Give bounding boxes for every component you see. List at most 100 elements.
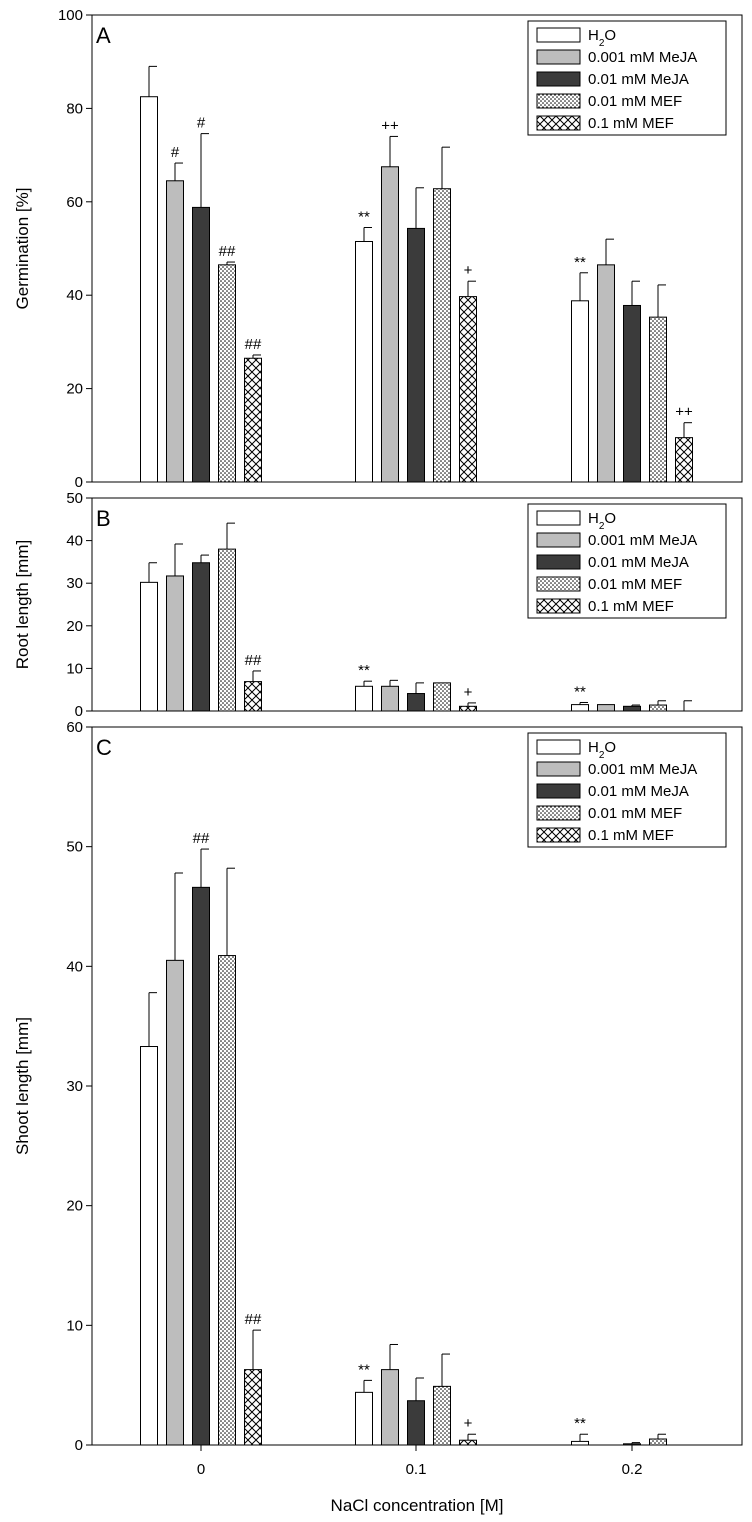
y-tick-label: 60	[66, 719, 83, 736]
y-tick-label: 60	[66, 194, 83, 211]
significance-mark: ##	[245, 1311, 262, 1328]
x-tick-label: 0.2	[622, 1461, 643, 1478]
bar	[166, 959, 184, 1446]
panel-letter: A	[96, 23, 111, 48]
y-tick-label: 100	[58, 7, 83, 24]
legend-swatch	[536, 783, 581, 799]
significance-mark: **	[574, 1415, 586, 1432]
significance-mark: **	[358, 208, 370, 225]
bar	[381, 685, 399, 712]
bar	[244, 1369, 262, 1446]
bar	[623, 1443, 641, 1446]
y-tick-label: 20	[66, 381, 83, 398]
panel-letter: C	[96, 735, 112, 760]
y-tick-label: 80	[66, 100, 83, 117]
legend-label: 0.01 mM MeJA	[588, 783, 689, 800]
bar	[192, 562, 210, 712]
bar	[623, 705, 641, 712]
legend-swatch	[536, 554, 581, 570]
bar	[407, 693, 425, 712]
bar	[433, 682, 451, 712]
legend-swatch	[536, 576, 581, 592]
bar	[459, 705, 477, 712]
legend-label: 0.1 mM MEF	[588, 598, 674, 615]
legend-swatch	[536, 598, 581, 614]
bar	[244, 681, 262, 712]
x-axis-label: NaCl concentration [M]	[331, 1496, 504, 1515]
bar	[433, 1385, 451, 1446]
legend-label: H2O	[588, 739, 616, 761]
significance-mark: #	[171, 144, 180, 161]
bar	[623, 304, 641, 483]
bar	[407, 1400, 425, 1446]
legend-swatch	[536, 93, 581, 109]
y-tick-label: 50	[66, 839, 83, 856]
bar	[355, 240, 373, 483]
bar	[140, 96, 158, 483]
bar	[218, 264, 236, 483]
bar	[675, 437, 693, 483]
bar	[459, 296, 477, 483]
bar	[571, 1440, 589, 1446]
y-axis-label: Germination [%]	[13, 188, 32, 310]
y-tick-label: 20	[66, 618, 83, 635]
significance-mark: +	[464, 262, 473, 279]
y-tick-label: 50	[66, 490, 83, 507]
bar	[433, 188, 451, 483]
legend-swatch	[536, 761, 581, 777]
chart-panel-C: C 0 10 20 30 40 50 60 Shoot length [mm] ** ** ## ## +…	[13, 719, 743, 1515]
legend-label: 0.1 mM MEF	[588, 827, 674, 844]
legend-label: 0.01 mM MEF	[588, 576, 682, 593]
legend-swatch	[536, 115, 581, 131]
significance-mark: **	[574, 683, 586, 700]
significance-mark: ++	[675, 404, 693, 421]
legend-swatch	[536, 532, 581, 548]
bar	[381, 166, 399, 483]
significance-mark: +	[464, 684, 473, 701]
bar	[649, 1438, 667, 1446]
bar	[140, 581, 158, 712]
y-axis-label: Shoot length [mm]	[13, 1017, 32, 1155]
legend-swatch	[536, 510, 581, 526]
y-tick-label: 40	[66, 958, 83, 975]
significance-mark: **	[358, 662, 370, 679]
legend-swatch	[536, 49, 581, 65]
significance-mark: ##	[193, 830, 210, 847]
bar	[355, 1391, 373, 1446]
bar	[192, 206, 210, 483]
legend-swatch	[536, 71, 581, 87]
y-tick-label: 0	[75, 703, 83, 720]
y-tick-label: 10	[66, 1317, 83, 1334]
y-tick-label: 30	[66, 1078, 83, 1095]
significance-mark: ++	[381, 117, 399, 134]
bar	[218, 955, 236, 1446]
y-tick-label: 30	[66, 575, 83, 592]
bar	[192, 886, 210, 1446]
bar	[649, 316, 667, 483]
x-tick-label: 0.1	[406, 1461, 427, 1478]
bar	[355, 685, 373, 712]
significance-mark: ##	[245, 336, 262, 353]
bar	[571, 704, 589, 712]
bar	[166, 180, 184, 483]
y-tick-label: 40	[66, 533, 83, 550]
y-tick-label: 10	[66, 660, 83, 677]
bar	[166, 575, 184, 712]
panel-letter: B	[96, 506, 111, 531]
bar	[597, 264, 615, 483]
bar	[597, 704, 615, 712]
bar	[407, 227, 425, 483]
significance-mark: **	[358, 1361, 370, 1378]
legend-label: 0.01 mM MEF	[588, 93, 682, 110]
legend-swatch	[536, 739, 581, 755]
bar	[459, 1439, 477, 1446]
legend-label: 0.1 mM MEF	[588, 115, 674, 132]
bar	[218, 548, 236, 712]
y-tick-label: 40	[66, 287, 83, 304]
legend-label: 0.01 mM MEF	[588, 805, 682, 822]
legend-label: 0.001 mM MeJA	[588, 532, 697, 549]
legend-swatch	[536, 805, 581, 821]
legend-label: 0.01 mM MeJA	[588, 554, 689, 571]
